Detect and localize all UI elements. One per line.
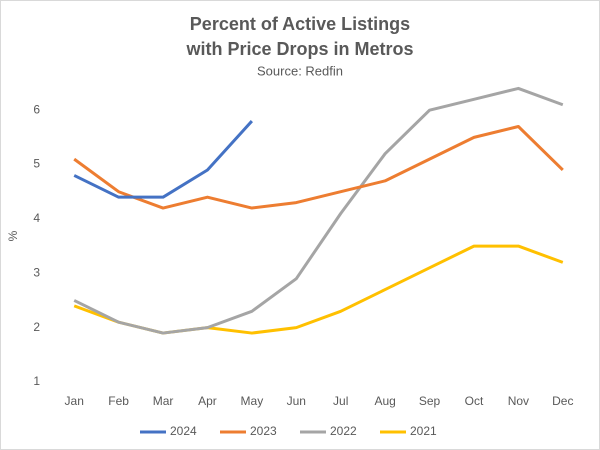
- legend-label: 2023: [250, 424, 277, 438]
- series-line: [73, 124, 564, 210]
- x-tick-label: Jul: [333, 394, 348, 408]
- legend-label: 2021: [410, 424, 437, 438]
- x-tick-label: Oct: [465, 394, 484, 408]
- legend-label: 2024: [170, 424, 197, 438]
- x-tick-label: Sep: [419, 394, 441, 408]
- y-axis-label: %: [6, 230, 20, 241]
- y-tick-label: 1: [33, 374, 40, 388]
- y-tick-label: 4: [33, 211, 40, 225]
- x-tick-label: Feb: [108, 394, 129, 408]
- x-tick-label: Aug: [374, 394, 395, 408]
- y-tick-label: 5: [33, 157, 40, 171]
- series-line: [73, 120, 253, 199]
- x-tick-label: Nov: [508, 394, 529, 408]
- legend-label: 2022: [330, 424, 357, 438]
- y-tick-label: 2: [33, 320, 40, 334]
- x-tick-label: Dec: [552, 394, 573, 408]
- y-tick-label: 3: [33, 265, 40, 279]
- x-tick-label: Jan: [65, 394, 84, 408]
- chart-title: with Price Drops in Metros: [185, 39, 413, 59]
- chart-title: Percent of Active Listings: [190, 14, 410, 34]
- x-tick-label: Mar: [153, 394, 174, 408]
- y-tick-label: 6: [33, 102, 40, 116]
- series-line: [73, 86, 564, 335]
- x-tick-label: Jun: [287, 394, 306, 408]
- x-tick-label: Apr: [198, 394, 217, 408]
- chart-subtitle: Source: Redfin: [257, 63, 343, 78]
- x-tick-label: May: [241, 394, 264, 408]
